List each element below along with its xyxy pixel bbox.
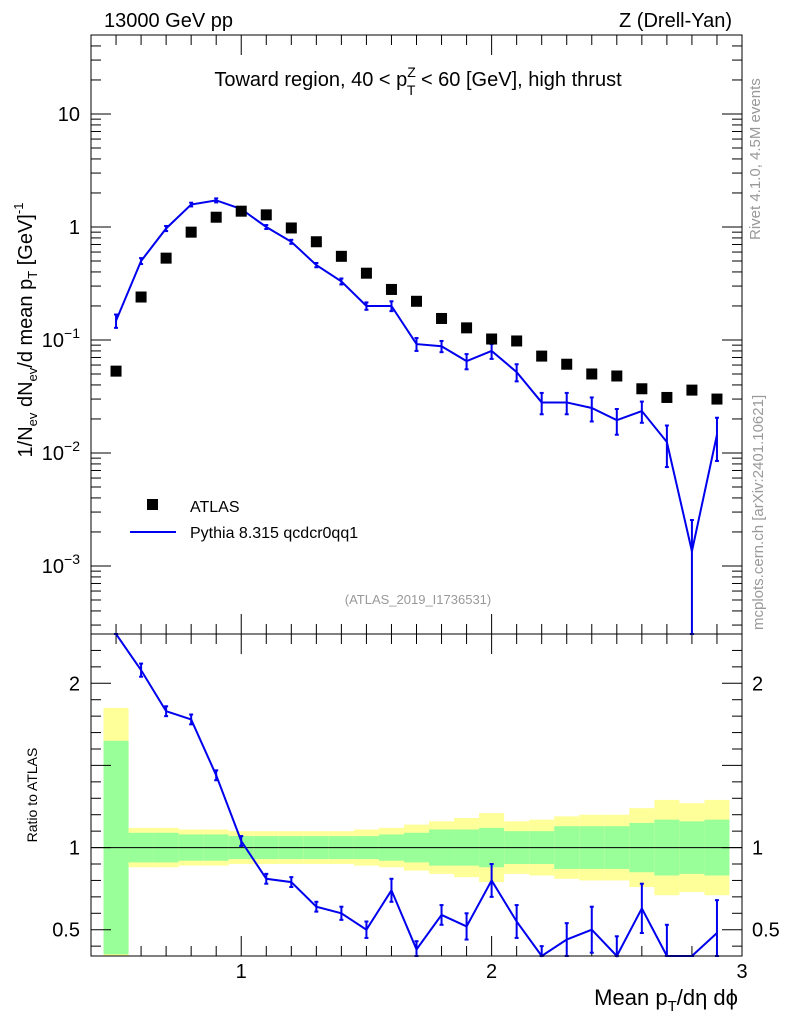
atlas-data-point xyxy=(461,322,473,334)
atlas-data-point xyxy=(260,209,272,221)
ratio-series-line xyxy=(115,633,718,958)
ratio-y-tick-label-right: 2 xyxy=(752,673,763,695)
atlas-data-point xyxy=(385,283,397,295)
y-tick-label: 10−1 xyxy=(42,325,80,352)
ratio-y-axis-label: Ratio to ATLAS xyxy=(24,748,40,843)
atlas-data-point xyxy=(686,384,698,396)
process-label: Z (Drell-Yan) xyxy=(619,10,732,32)
legend: ATLAS Pythia 8.315 qcdcr0qq1 xyxy=(130,499,358,542)
atlas-data-point xyxy=(160,252,172,264)
ratio-y-tick-label-right: 0.5 xyxy=(752,920,780,942)
x-tick-label: 1 xyxy=(236,961,247,983)
atlas-data-point xyxy=(536,350,548,362)
legend-atlas-label: ATLAS xyxy=(190,499,240,516)
atlas-data-point xyxy=(210,211,222,223)
mcplots-label: mcplots.cern.ch [arXiv:2401.10621] xyxy=(750,395,767,630)
ratio-y-tick-label: 1 xyxy=(69,838,80,860)
atlas-data-point xyxy=(235,205,247,217)
atlas-data-point xyxy=(135,291,147,303)
legend-atlas-marker xyxy=(147,499,158,510)
y-tick-label: 10−3 xyxy=(42,551,80,578)
plot-title: Toward region, 40 < pZ T < 60 [GeV], high… xyxy=(214,64,622,98)
atlas-data-point xyxy=(436,312,448,324)
atlas-data-point xyxy=(185,226,197,238)
ratio-y-tick-label-right: 1 xyxy=(752,838,763,860)
atlas-data-point xyxy=(110,365,122,377)
ratio-frame xyxy=(90,633,743,957)
atlas-data-point xyxy=(636,383,648,395)
atlas-data-point xyxy=(586,368,598,380)
atlas-data-point xyxy=(360,267,372,279)
atlas-data-point xyxy=(285,222,297,234)
y-tick-label: 10−2 xyxy=(42,438,80,465)
atlas-data-point xyxy=(511,335,523,347)
y-tick-label: 1 xyxy=(69,217,80,239)
x-tick-label: 2 xyxy=(486,961,497,983)
x-axis-label: Mean pT/dη dϕ xyxy=(594,985,738,1015)
atlas-data-point xyxy=(711,393,723,405)
atlas-data-point xyxy=(310,236,322,248)
rivet-version-label: Rivet 4.1.0, 4.5M events xyxy=(747,78,764,240)
ratio-y-tick-label: 0.5 xyxy=(52,920,80,942)
y-tick-label: 10 xyxy=(58,104,80,126)
ratio-y-tick-label: 2 xyxy=(69,673,80,695)
atlas-data-point xyxy=(411,295,422,307)
energy-label: 13000 GeV pp xyxy=(104,10,233,32)
atlas-data-point xyxy=(335,250,347,262)
atlas-data-point xyxy=(486,333,498,345)
main-y-axis-label: 1/Nev dNev/d mean pT [GeV]-1 xyxy=(11,203,40,458)
main-frame xyxy=(90,34,743,635)
atlas-data-point xyxy=(661,391,673,403)
ratio-panel: 0.5 0.5 1 1 2 2 Ratio to ATLAS 1 2 3 Mean pT/dη… xyxy=(24,633,780,1015)
analysis-watermark: (ATLAS_2019_I1736531) xyxy=(345,592,491,607)
legend-mc-label: Pythia 8.315 qcdcr0qq1 xyxy=(190,525,358,542)
atlas-data-point xyxy=(561,358,573,370)
atlas-data-point xyxy=(611,370,623,382)
x-tick-label: 3 xyxy=(736,961,747,983)
